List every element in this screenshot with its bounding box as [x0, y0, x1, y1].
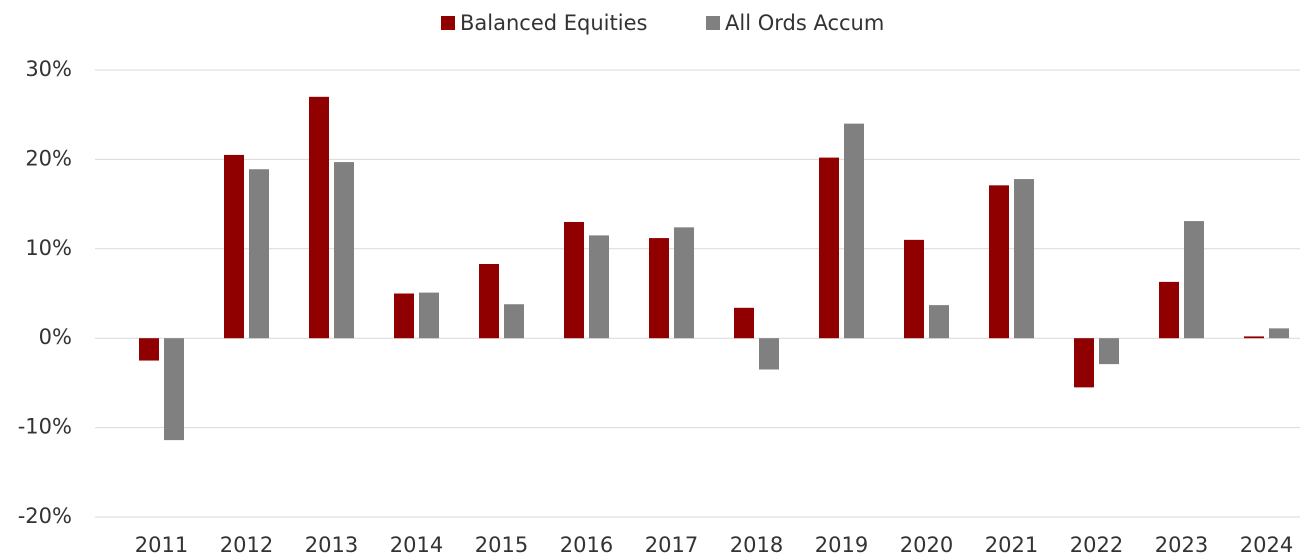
x-tick-label: 2014 [390, 533, 443, 557]
bar [394, 293, 414, 339]
x-tick-label: 2016 [560, 533, 613, 557]
x-tick-label: 2019 [815, 533, 868, 557]
x-tick-label: 2022 [1070, 533, 1123, 557]
legend-label: All Ords Accum [725, 11, 884, 35]
bar [564, 221, 584, 339]
bar [249, 169, 269, 339]
bar [1244, 336, 1264, 339]
bar [504, 304, 524, 339]
bar [224, 154, 244, 339]
bar [139, 338, 159, 361]
bar [929, 305, 949, 339]
legend-swatch [441, 16, 455, 30]
bar [589, 235, 609, 339]
bar [1159, 281, 1179, 339]
bar [1014, 179, 1034, 339]
x-tick-label: 2017 [645, 533, 698, 557]
x-tick-label: 2018 [730, 533, 783, 557]
y-tick-label: 0% [39, 325, 72, 349]
bar [1099, 338, 1119, 365]
x-tick-label: 2015 [475, 533, 528, 557]
bar [989, 185, 1009, 339]
bar [734, 307, 754, 339]
bar [419, 292, 439, 339]
y-tick-label: -10% [18, 415, 72, 439]
y-tick-label: 30% [25, 57, 72, 81]
x-tick-label: 2023 [1155, 533, 1208, 557]
bar [334, 162, 354, 339]
bar [819, 157, 839, 339]
bar [309, 96, 329, 339]
bar [1074, 338, 1094, 388]
y-tick-label: -20% [18, 504, 72, 528]
bar [649, 238, 669, 339]
bar [674, 227, 694, 339]
x-tick-label: 2024 [1240, 533, 1293, 557]
x-tick-label: 2013 [305, 533, 358, 557]
bar [844, 123, 864, 339]
bar [904, 239, 924, 339]
y-tick-label: 20% [25, 146, 72, 170]
bar [479, 263, 499, 339]
y-tick-label: 10% [25, 236, 72, 260]
x-tick-label: 2012 [220, 533, 273, 557]
x-tick-label: 2011 [135, 533, 188, 557]
legend-label: Balanced Equities [460, 11, 647, 35]
x-tick-label: 2020 [900, 533, 953, 557]
bar [164, 338, 184, 441]
x-tick-label: 2021 [985, 533, 1038, 557]
legend-swatch [706, 16, 720, 30]
bar [759, 338, 779, 370]
bar [1184, 221, 1204, 339]
bar [1269, 328, 1289, 339]
